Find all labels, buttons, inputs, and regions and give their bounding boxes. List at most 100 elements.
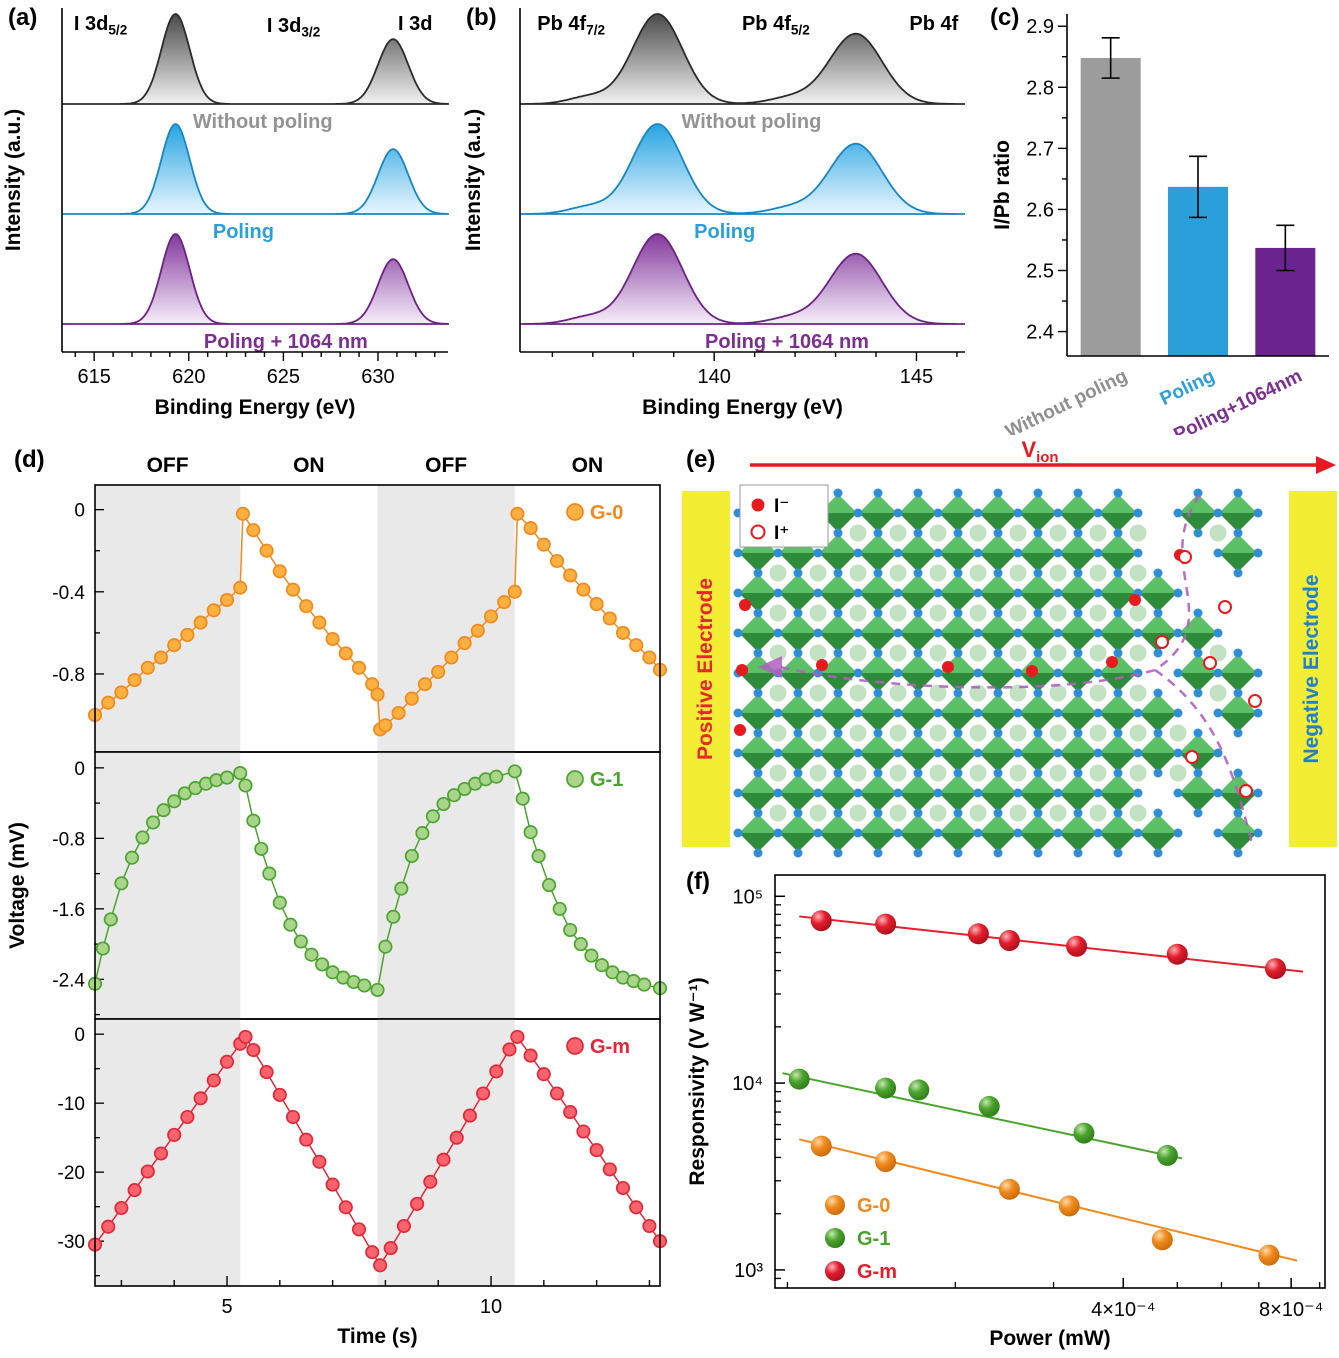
subplot-G-0: -0.8 -0.4 0 G-0 bbox=[52, 484, 668, 753]
legend-label: G-0 bbox=[857, 1195, 890, 1217]
data-point bbox=[810, 910, 832, 932]
x-tick-label: 630 bbox=[361, 366, 394, 388]
series-G-1 bbox=[782, 1068, 1183, 1166]
y-tick-label: 2.8 bbox=[1026, 77, 1054, 99]
spectrum-curve bbox=[62, 13, 449, 105]
y-tick-label: 2.6 bbox=[1026, 199, 1054, 221]
legend-marker bbox=[825, 1195, 845, 1215]
axes: 615 620 625 630 bbox=[61, 8, 448, 388]
panel-d: -0.8 -0.4 0 G-0 -2.4 -1.6 -0.8 0 G-1 -30 -20 -10 0 G-… bbox=[0, 435, 680, 1358]
peak-annotation: Pb 4f bbox=[909, 13, 958, 35]
y-tick-label: -0.4 bbox=[52, 583, 85, 604]
data-point bbox=[788, 1068, 810, 1090]
series-tag-marker bbox=[566, 770, 584, 788]
data-point bbox=[1156, 1144, 1178, 1166]
x-tick-label: 620 bbox=[172, 366, 205, 388]
x-axis-title: Power (mW) bbox=[989, 1327, 1110, 1350]
peak-annotation: Pb 4f7/2 bbox=[537, 13, 605, 37]
y-axis-title: I/Pb ratio bbox=[991, 140, 1014, 230]
iodide-ion bbox=[816, 659, 828, 671]
panel-a: Without poling Poling Poling + 1064 nm 615 6… bbox=[0, 0, 460, 440]
peak-annotation: I 3d5/2 bbox=[74, 13, 128, 37]
data-point bbox=[1166, 943, 1188, 965]
series-label: Poling + 1064 nm bbox=[705, 331, 869, 353]
series-tag-marker bbox=[566, 1037, 584, 1055]
panel-label-a: (a) bbox=[8, 4, 38, 31]
data-point bbox=[875, 1151, 897, 1173]
data-point bbox=[875, 1077, 897, 1099]
spectrum-curve bbox=[520, 123, 965, 215]
iodide-ion bbox=[736, 664, 748, 676]
series-label: Poling + 1064 nm bbox=[204, 331, 368, 353]
region-label: OFF bbox=[147, 454, 189, 477]
region-label: ON bbox=[293, 454, 325, 477]
y-tick-label: 10⁴ bbox=[732, 1073, 763, 1095]
negative-electrode-label: Negative Electrode bbox=[1300, 574, 1323, 763]
iodide-filled-icon bbox=[751, 498, 765, 512]
vion-arrow: Vion bbox=[750, 437, 1336, 474]
y-tick-label: 2.5 bbox=[1026, 261, 1054, 283]
region-label: OFF bbox=[425, 454, 467, 477]
data-point bbox=[998, 930, 1020, 951]
x-tick-label: 8×10⁻⁴ bbox=[1259, 1299, 1323, 1321]
panel-label-c: (c) bbox=[990, 4, 1020, 31]
data-line bbox=[94, 1035, 661, 1267]
region-label: ON bbox=[572, 454, 604, 477]
xps-series-2: Poling + 1064 nm bbox=[520, 233, 965, 353]
data-point bbox=[810, 1135, 832, 1157]
iodide-vacancy bbox=[1203, 656, 1217, 670]
y-tick-label: 0 bbox=[74, 759, 85, 780]
iodide-ion bbox=[1129, 594, 1141, 606]
vion-label: Vion bbox=[1021, 437, 1058, 466]
spectrum-curve bbox=[62, 123, 449, 215]
series-tag: G-m bbox=[590, 1036, 630, 1058]
subplot-G-1: -2.4 -1.6 -0.8 0 G-1 bbox=[52, 751, 668, 1020]
legend: G-0 G-1 G-m bbox=[825, 1195, 897, 1283]
y-axis-title: Intensity (a.u.) bbox=[462, 109, 485, 251]
legend-label: G-1 bbox=[857, 1228, 890, 1250]
voltage-time-chart: -0.8 -0.4 0 G-0 -2.4 -1.6 -0.8 0 G-1 -30 -20 -10 0 G-… bbox=[6, 454, 668, 1348]
arrow-head-icon bbox=[1316, 456, 1336, 474]
spectrum-curve bbox=[520, 233, 965, 325]
iodide-open-icon bbox=[750, 524, 766, 540]
iodide-vacancy bbox=[1248, 694, 1262, 708]
x-axis-title: Binding Energy (eV) bbox=[155, 396, 356, 419]
ion-legend: I⁻ I⁺ bbox=[739, 484, 829, 548]
y-tick-label: -10 bbox=[58, 1094, 85, 1115]
data-point bbox=[875, 913, 897, 935]
x-axis-title: Binding Energy (eV) bbox=[642, 396, 843, 419]
legend-marker bbox=[825, 1261, 845, 1281]
xps-series-0: Without poling bbox=[520, 13, 965, 133]
y-tick-label: 10³ bbox=[734, 1260, 763, 1282]
y-tick-label: 2.9 bbox=[1026, 16, 1054, 38]
ipb-ratio-bar-chart: Without poling PolingPoling+1064nm2.42.52… bbox=[991, 14, 1329, 446]
data-point bbox=[998, 1178, 1020, 1200]
responsivity-power-chart: 4×10⁻⁴ 8×10⁻⁴ 10³ 10⁴ 10⁵ G-0 G-1 G-m Power (mW)… bbox=[686, 874, 1326, 1350]
y-axis-title: Voltage (mV) bbox=[6, 822, 29, 949]
x-tick-label: 615 bbox=[77, 366, 110, 388]
panel-label-b: (b) bbox=[466, 4, 497, 31]
x-axis-title: Time (s) bbox=[337, 1325, 417, 1348]
axes: 2.4 2.5 2.6 2.7 2.8 2.9 bbox=[1026, 14, 1329, 357]
spectrum-curve bbox=[520, 13, 965, 105]
y-tick-label: -2.4 bbox=[52, 970, 85, 991]
bar-0 bbox=[1080, 57, 1141, 356]
negative-electrode bbox=[1289, 491, 1337, 847]
xps-series-2: Poling + 1064 nm bbox=[62, 233, 449, 353]
legend-label: G-m bbox=[857, 1261, 897, 1283]
lattice-a-site-ions bbox=[769, 524, 1227, 822]
data-point bbox=[967, 923, 989, 945]
positive-electrode-label: Positive Electrode bbox=[694, 578, 717, 760]
bar-category-label: Without poling bbox=[1002, 366, 1131, 435]
peak-annotation: I 3d bbox=[398, 13, 432, 35]
x-tick-label: 4×10⁻⁴ bbox=[1091, 1299, 1155, 1321]
xps-series-0: Without poling bbox=[62, 13, 449, 133]
ion-migration-schematic: Positive Electrode Negative Electrode I⁻ I⁺… bbox=[682, 437, 1337, 858]
legend-label: I⁻ bbox=[774, 496, 789, 517]
series-label: Poling bbox=[213, 221, 274, 243]
legend-label: I⁺ bbox=[774, 523, 789, 544]
axes: 4×10⁻⁴ 8×10⁻⁴ 10³ 10⁴ 10⁵ bbox=[732, 886, 1323, 1321]
series-tag: G-1 bbox=[590, 769, 623, 791]
xps-series-1: Poling bbox=[520, 123, 965, 243]
